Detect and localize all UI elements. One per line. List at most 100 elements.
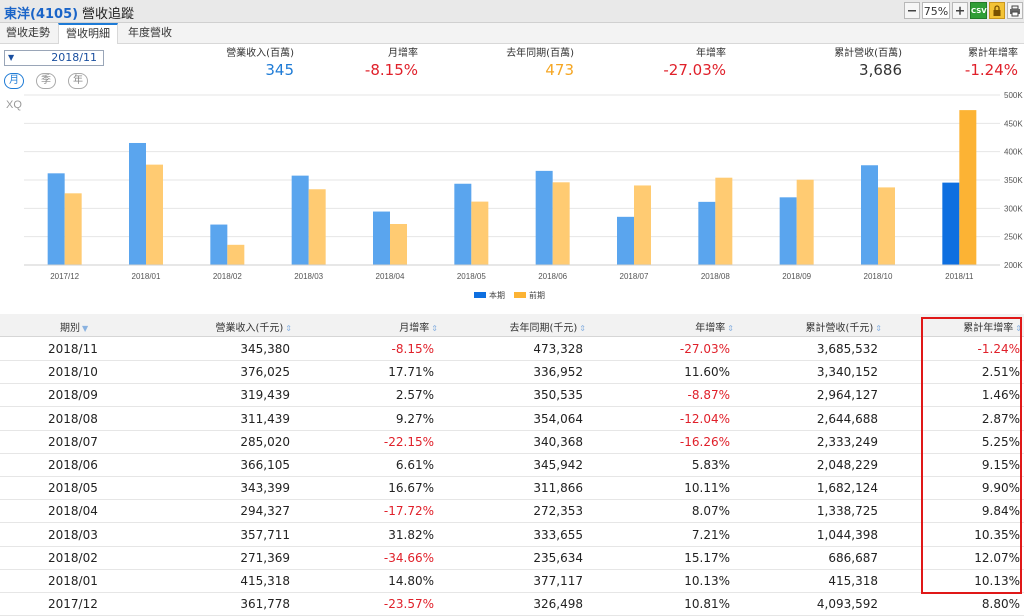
table-row[interactable]: 2018/06 366,105 6.61% 345,942 5.83% 2,048,229… [0, 453, 1024, 477]
period-quarter-button[interactable]: 季 [36, 73, 56, 89]
cell-yoy: -16.26% [679, 434, 730, 449]
bar-current[interactable] [779, 197, 797, 265]
cell-yoy: 7.21% [691, 527, 730, 542]
bar-previous[interactable] [552, 182, 570, 265]
cell-period: 2018/08 [48, 411, 98, 426]
col-header-last-year[interactable]: 去年同期(千元) ⇕ [509, 323, 586, 334]
col-header-mom[interactable]: 月增率 ⇕ [399, 323, 438, 334]
bar-current[interactable] [861, 165, 878, 265]
tab-revenue-trend[interactable]: 營收走勢 [6, 26, 50, 39]
table-row[interactable]: 2018/02 271,369 -34.66% 235,634 15.17% 686,68… [0, 546, 1024, 570]
cell-last-year: 272,353 [533, 504, 583, 519]
cell-period: 2018/02 [48, 550, 98, 565]
col-header-revenue[interactable]: 營業收入(千元) ⇕ [215, 323, 292, 334]
cell-yoy: 11.60% [684, 365, 730, 380]
table-row[interactable]: 2018/07 285,020 -22.15% 340,368 -16.26% 2,333… [0, 430, 1024, 454]
tab-annual-revenue[interactable]: 年度營收 [128, 26, 172, 39]
bar-previous[interactable] [878, 187, 895, 265]
legend-label[interactable]: 前期 [529, 290, 545, 300]
table-row[interactable]: 2018/08 311,439 9.27% 354,064 -12.04% 2,644,6… [0, 407, 1024, 431]
cell-revenue: 343,399 [240, 481, 290, 496]
bar-previous[interactable] [634, 185, 651, 265]
tab-revenue-detail[interactable]: 營收明細 [58, 23, 118, 44]
cell-last-year: 377,117 [533, 574, 583, 588]
period-month-button[interactable]: 月 [4, 73, 24, 89]
table-row[interactable]: 2018/11 345,380 -8.15% 473,328 -27.03% 3,685,… [0, 337, 1024, 361]
cell-cum-yoy: -1.24% [977, 342, 1020, 356]
table-row[interactable]: 2018/01 415,318 14.80% 377,117 10.13% 415,318… [0, 569, 1024, 593]
cell-period: 2018/09 [48, 388, 98, 403]
summary-label: 累計營收(百萬) [834, 48, 902, 59]
bar-current[interactable] [698, 201, 716, 265]
sort-icon: ⇕ [285, 324, 292, 333]
col-header-period[interactable]: 期別 ▼ [60, 323, 89, 334]
bar-current[interactable] [535, 170, 553, 265]
legend-label[interactable]: 本期 [489, 290, 505, 300]
table-row[interactable]: 2018/10 376,025 17.71% 336,952 11.60% 3,340,1… [0, 360, 1024, 385]
cell-cum-yoy: 9.84% [981, 504, 1020, 519]
cell-cum-yoy: 5.25% [981, 434, 1020, 449]
col-header-cumulative-yoy[interactable]: 累計年增率 ⇕ [963, 323, 1022, 334]
sort-icon: ⇕ [579, 324, 586, 333]
table-row[interactable]: 2017/12 361,778 -23.57% 326,498 10.81% 4,093,… [0, 592, 1024, 616]
bar-current[interactable] [617, 216, 634, 265]
period-year-button[interactable]: 年 [68, 73, 88, 89]
csv-export-button[interactable]: CSV [970, 2, 987, 19]
cell-yoy: 8.07% [691, 504, 730, 519]
revenue-bar-chart: XQ 200K 250K 300K 350K 400K 450K 500K 2017/12 201… [6, 91, 1023, 300]
bar-previous[interactable] [308, 189, 326, 265]
bar-current[interactable] [47, 173, 65, 265]
bar-current[interactable] [373, 211, 390, 265]
cell-cum: 1,682,124 [816, 481, 878, 496]
bar-previous[interactable] [390, 223, 407, 265]
cell-cum: 686,687 [828, 550, 878, 565]
y-tick-label: 500K [1004, 91, 1023, 100]
bar-current[interactable] [129, 142, 146, 265]
summary-value: 3,686 [859, 61, 902, 79]
x-tick-label: 2018/02 [213, 272, 242, 281]
cell-last-year: 354,064 [533, 411, 583, 426]
bar-previous[interactable] [227, 244, 245, 265]
bar-previous[interactable] [471, 201, 489, 265]
col-header-cumulative[interactable]: 累計營收(千元) ⇕ [805, 323, 882, 334]
summary-label: 年增率 [696, 48, 726, 59]
date-select[interactable]: ▼ 2018/11 [4, 50, 104, 66]
col-header-yoy[interactable]: 年增率 ⇕ [695, 323, 734, 334]
summary-revenue: 營業收入(百萬) 345 [226, 44, 294, 79]
plus-icon [956, 6, 964, 15]
zoom-level[interactable]: 75% [922, 2, 950, 19]
sort-icon: ⇕ [431, 324, 438, 333]
print-button[interactable] [1007, 2, 1023, 19]
cell-period: 2017/12 [48, 597, 98, 612]
table-row[interactable]: 2018/05 343,399 16.67% 311,866 10.11% 1,682,1… [0, 476, 1024, 501]
summary-value: 345 [265, 61, 294, 79]
bar-current[interactable] [291, 175, 309, 265]
table-row[interactable]: 2018/04 294,327 -17.72% 272,353 8.07% 1,338,7… [0, 499, 1024, 524]
cell-cum-yoy: 12.07% [974, 550, 1020, 565]
cell-cum-yoy: 10.35% [974, 527, 1020, 542]
zoom-in-button[interactable] [952, 2, 968, 19]
summary-cumulative: 累計營收(百萬) 3,686 [834, 44, 902, 79]
table-row[interactable]: 2018/03 357,711 31.82% 333,655 7.21% 1,044,39… [0, 523, 1024, 547]
bar-previous[interactable] [146, 164, 163, 265]
bar-previous[interactable] [959, 110, 977, 265]
bar-previous[interactable] [715, 177, 733, 265]
bar-current[interactable] [454, 183, 472, 265]
bar-previous[interactable] [64, 193, 82, 265]
zoom-out-button[interactable] [904, 2, 920, 19]
bar-current[interactable] [942, 182, 960, 265]
cell-cum-yoy: 2.87% [981, 411, 1020, 426]
lock-button[interactable] [989, 2, 1005, 19]
table-row[interactable]: 2018/09 319,439 2.57% 350,535 -8.87% 2,964,12… [0, 383, 1024, 408]
cell-cum: 1,338,725 [816, 504, 878, 519]
cell-last-year: 333,655 [533, 527, 583, 542]
cell-yoy: 10.81% [684, 597, 730, 612]
cell-yoy: -27.03% [679, 342, 730, 356]
cell-revenue: 271,369 [240, 550, 290, 565]
cell-cum-yoy: 1.46% [981, 388, 1020, 403]
bar-current[interactable] [210, 224, 228, 265]
cell-period: 2018/05 [48, 481, 98, 496]
cell-period: 2018/10 [48, 365, 98, 380]
cell-yoy: -8.87% [687, 388, 730, 403]
bar-previous[interactable] [796, 179, 814, 265]
